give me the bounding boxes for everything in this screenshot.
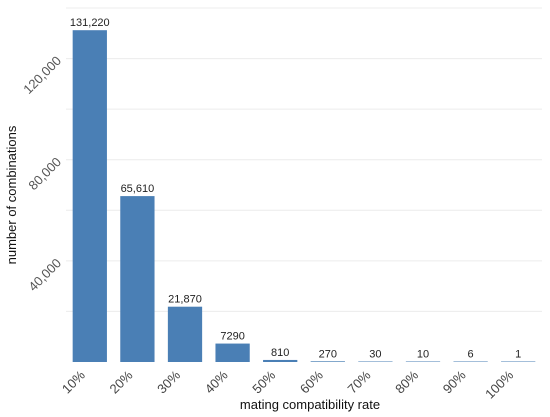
bar-value-label: 10	[417, 349, 429, 361]
bar-20pct	[120, 196, 155, 362]
bar-60pct	[310, 361, 345, 362]
y-tick-label: 120,000	[20, 53, 64, 97]
x-tick-label: 10%	[59, 367, 88, 396]
y-axis-tick-labels: 40,000 80,000 120,000	[20, 53, 64, 294]
bar-80pct	[405, 361, 441, 362]
x-tick-label: 50%	[249, 367, 278, 396]
y-axis-title: number of combinations	[4, 125, 19, 264]
bar-90pct	[453, 361, 488, 362]
bar-value-label: 1	[515, 349, 521, 361]
x-tick-label: 100%	[482, 367, 516, 401]
x-tick-label: 40%	[202, 367, 231, 396]
bar-value-label: 6	[468, 349, 474, 361]
bar-value-label: 131,220	[70, 17, 110, 29]
x-axis-title: mating compatibility rate	[240, 397, 380, 412]
bar-value-label: 810	[271, 347, 289, 359]
x-tick-label: 80%	[392, 367, 421, 396]
x-tick-label: 30%	[154, 367, 183, 396]
bars	[72, 30, 536, 362]
bar-value-label: 7290	[220, 331, 244, 343]
y-tick-label: 40,000	[25, 255, 64, 294]
bar-40pct	[215, 343, 250, 362]
bar-10pct	[72, 30, 107, 362]
x-tick-label: 60%	[297, 367, 326, 396]
x-tick-label: 20%	[107, 367, 136, 396]
x-tick-label: 90%	[440, 367, 469, 396]
bar-50pct	[263, 359, 298, 362]
x-tick-label: 70%	[345, 367, 374, 396]
bar-70pct	[358, 361, 393, 362]
bar-value-label: 65,610	[121, 183, 155, 195]
bar-value-label: 21,870	[168, 294, 202, 306]
bar-value-label: 270	[319, 348, 337, 360]
y-tick-label: 80,000	[25, 154, 64, 193]
bar-value-labels: 131,220 65,610 21,870 7290 810 270 30 10 6 1	[70, 17, 521, 360]
bar-100pct	[501, 361, 536, 362]
bar-30pct	[167, 306, 203, 362]
bar-value-label: 30	[369, 349, 381, 361]
